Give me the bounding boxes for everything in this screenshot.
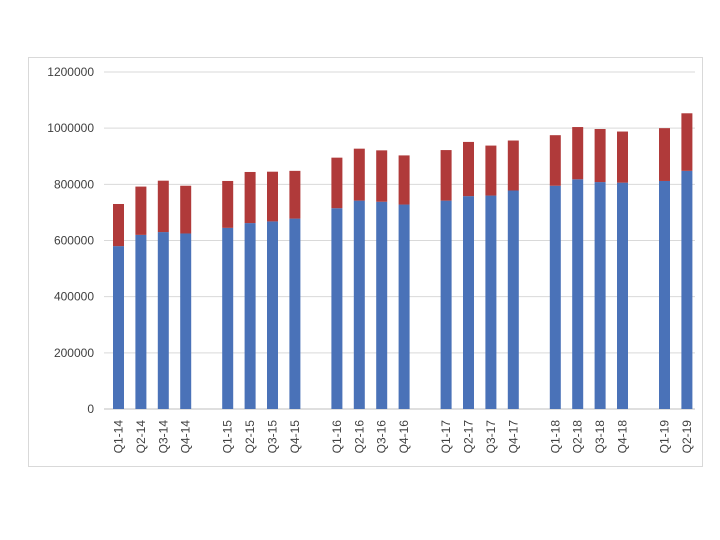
y-tick-label: 0 <box>87 402 94 416</box>
bar-segment-lower <box>267 221 278 409</box>
bar-segment-upper <box>549 135 561 186</box>
bar-segment-lower <box>157 232 169 409</box>
bars <box>113 113 693 409</box>
x-tick-label: Q4-14 <box>179 420 193 454</box>
bar-segment-upper <box>572 127 584 180</box>
bar-segment-upper <box>617 131 628 183</box>
bar-segment-upper <box>463 141 474 197</box>
bar-segment-lower <box>353 200 365 409</box>
bar-segment-lower <box>549 185 561 409</box>
x-tick-label: Q1-19 <box>658 420 672 454</box>
bar-segment-upper <box>659 128 670 181</box>
bar-segment-upper <box>376 150 388 202</box>
bar-segment-lower <box>507 190 519 409</box>
bar-segment-lower <box>572 179 584 409</box>
bar-segment-upper <box>331 157 343 209</box>
x-tick-label: Q3-14 <box>156 420 170 454</box>
bar-segment-lower <box>331 208 343 409</box>
x-tick-label: Q3-16 <box>375 420 389 454</box>
x-tick-label: Q2-14 <box>134 420 148 454</box>
bar-segment-upper <box>180 185 192 234</box>
x-tick-label: Q1-14 <box>112 420 126 454</box>
bar-segment-upper <box>353 148 365 201</box>
bar-segment-upper <box>507 140 519 191</box>
bar-segment-upper <box>222 180 234 228</box>
bar-segment-upper <box>135 186 147 235</box>
bar-segment-lower <box>659 180 670 409</box>
bar-segment-lower <box>485 195 497 409</box>
bar-segment-lower <box>681 170 693 409</box>
y-tick-label: 400000 <box>54 290 94 304</box>
x-tick-label: Q1-16 <box>330 420 344 454</box>
bar-segment-lower <box>113 246 124 409</box>
bar-segment-lower <box>440 200 452 409</box>
bar-segment-upper <box>398 155 410 205</box>
bar-segment-lower <box>289 218 301 409</box>
bar-segment-lower <box>180 233 192 409</box>
x-axis: Q1-14 Q2-14 Q3-14 Q4-14 Q1-15 Q2-15 Q3-15 Q4-15… <box>112 420 694 454</box>
x-tick-label: Q3-17 <box>484 420 498 454</box>
bar-segment-upper <box>267 171 278 222</box>
x-tick-label: Q1-17 <box>439 420 453 454</box>
x-tick-label: Q4-16 <box>397 420 411 454</box>
bar-segment-upper <box>681 113 693 171</box>
bar-segment-upper <box>594 129 606 183</box>
bar-segment-lower <box>135 234 147 409</box>
bar-segment-lower <box>398 204 410 409</box>
x-tick-label: Q4-15 <box>288 420 302 454</box>
x-tick-label: Q1-18 <box>548 420 562 454</box>
x-tick-label: Q3-18 <box>593 420 607 454</box>
bar-segment-lower <box>463 196 474 409</box>
bar-segment-upper <box>113 203 124 247</box>
x-tick-label: Q2-18 <box>571 420 585 454</box>
x-tick-label: Q4-18 <box>616 420 630 454</box>
y-tick-label: 800000 <box>54 177 94 191</box>
bar-segment-upper <box>440 150 452 201</box>
x-tick-label: Q1-15 <box>221 420 235 454</box>
bar-segment-lower <box>376 201 388 409</box>
bar-segment-upper <box>244 171 256 224</box>
x-tick-label: Q4-17 <box>506 420 520 454</box>
x-tick-label: Q2-16 <box>352 420 366 454</box>
bar-segment-lower <box>222 227 234 409</box>
x-tick-label: Q2-15 <box>243 420 257 454</box>
bar-segment-lower <box>244 223 256 409</box>
y-axis: 0 200000 400000 600000 800000 1000000 1200000 <box>47 65 94 416</box>
y-tick-label: 600000 <box>54 234 94 248</box>
y-tick-label: 200000 <box>54 346 94 360</box>
y-tick-label: 1200000 <box>47 65 94 79</box>
x-tick-label: Q2-19 <box>680 420 694 454</box>
x-tick-label: Q2-17 <box>462 420 476 454</box>
bar-segment-upper <box>485 145 497 196</box>
y-tick-label: 1000000 <box>47 121 94 135</box>
x-tick-label: Q3-15 <box>266 420 280 454</box>
bar-segment-upper <box>157 180 169 233</box>
bar-segment-lower <box>617 182 628 409</box>
bar-segment-upper <box>289 170 301 219</box>
bar-segment-lower <box>594 182 606 409</box>
